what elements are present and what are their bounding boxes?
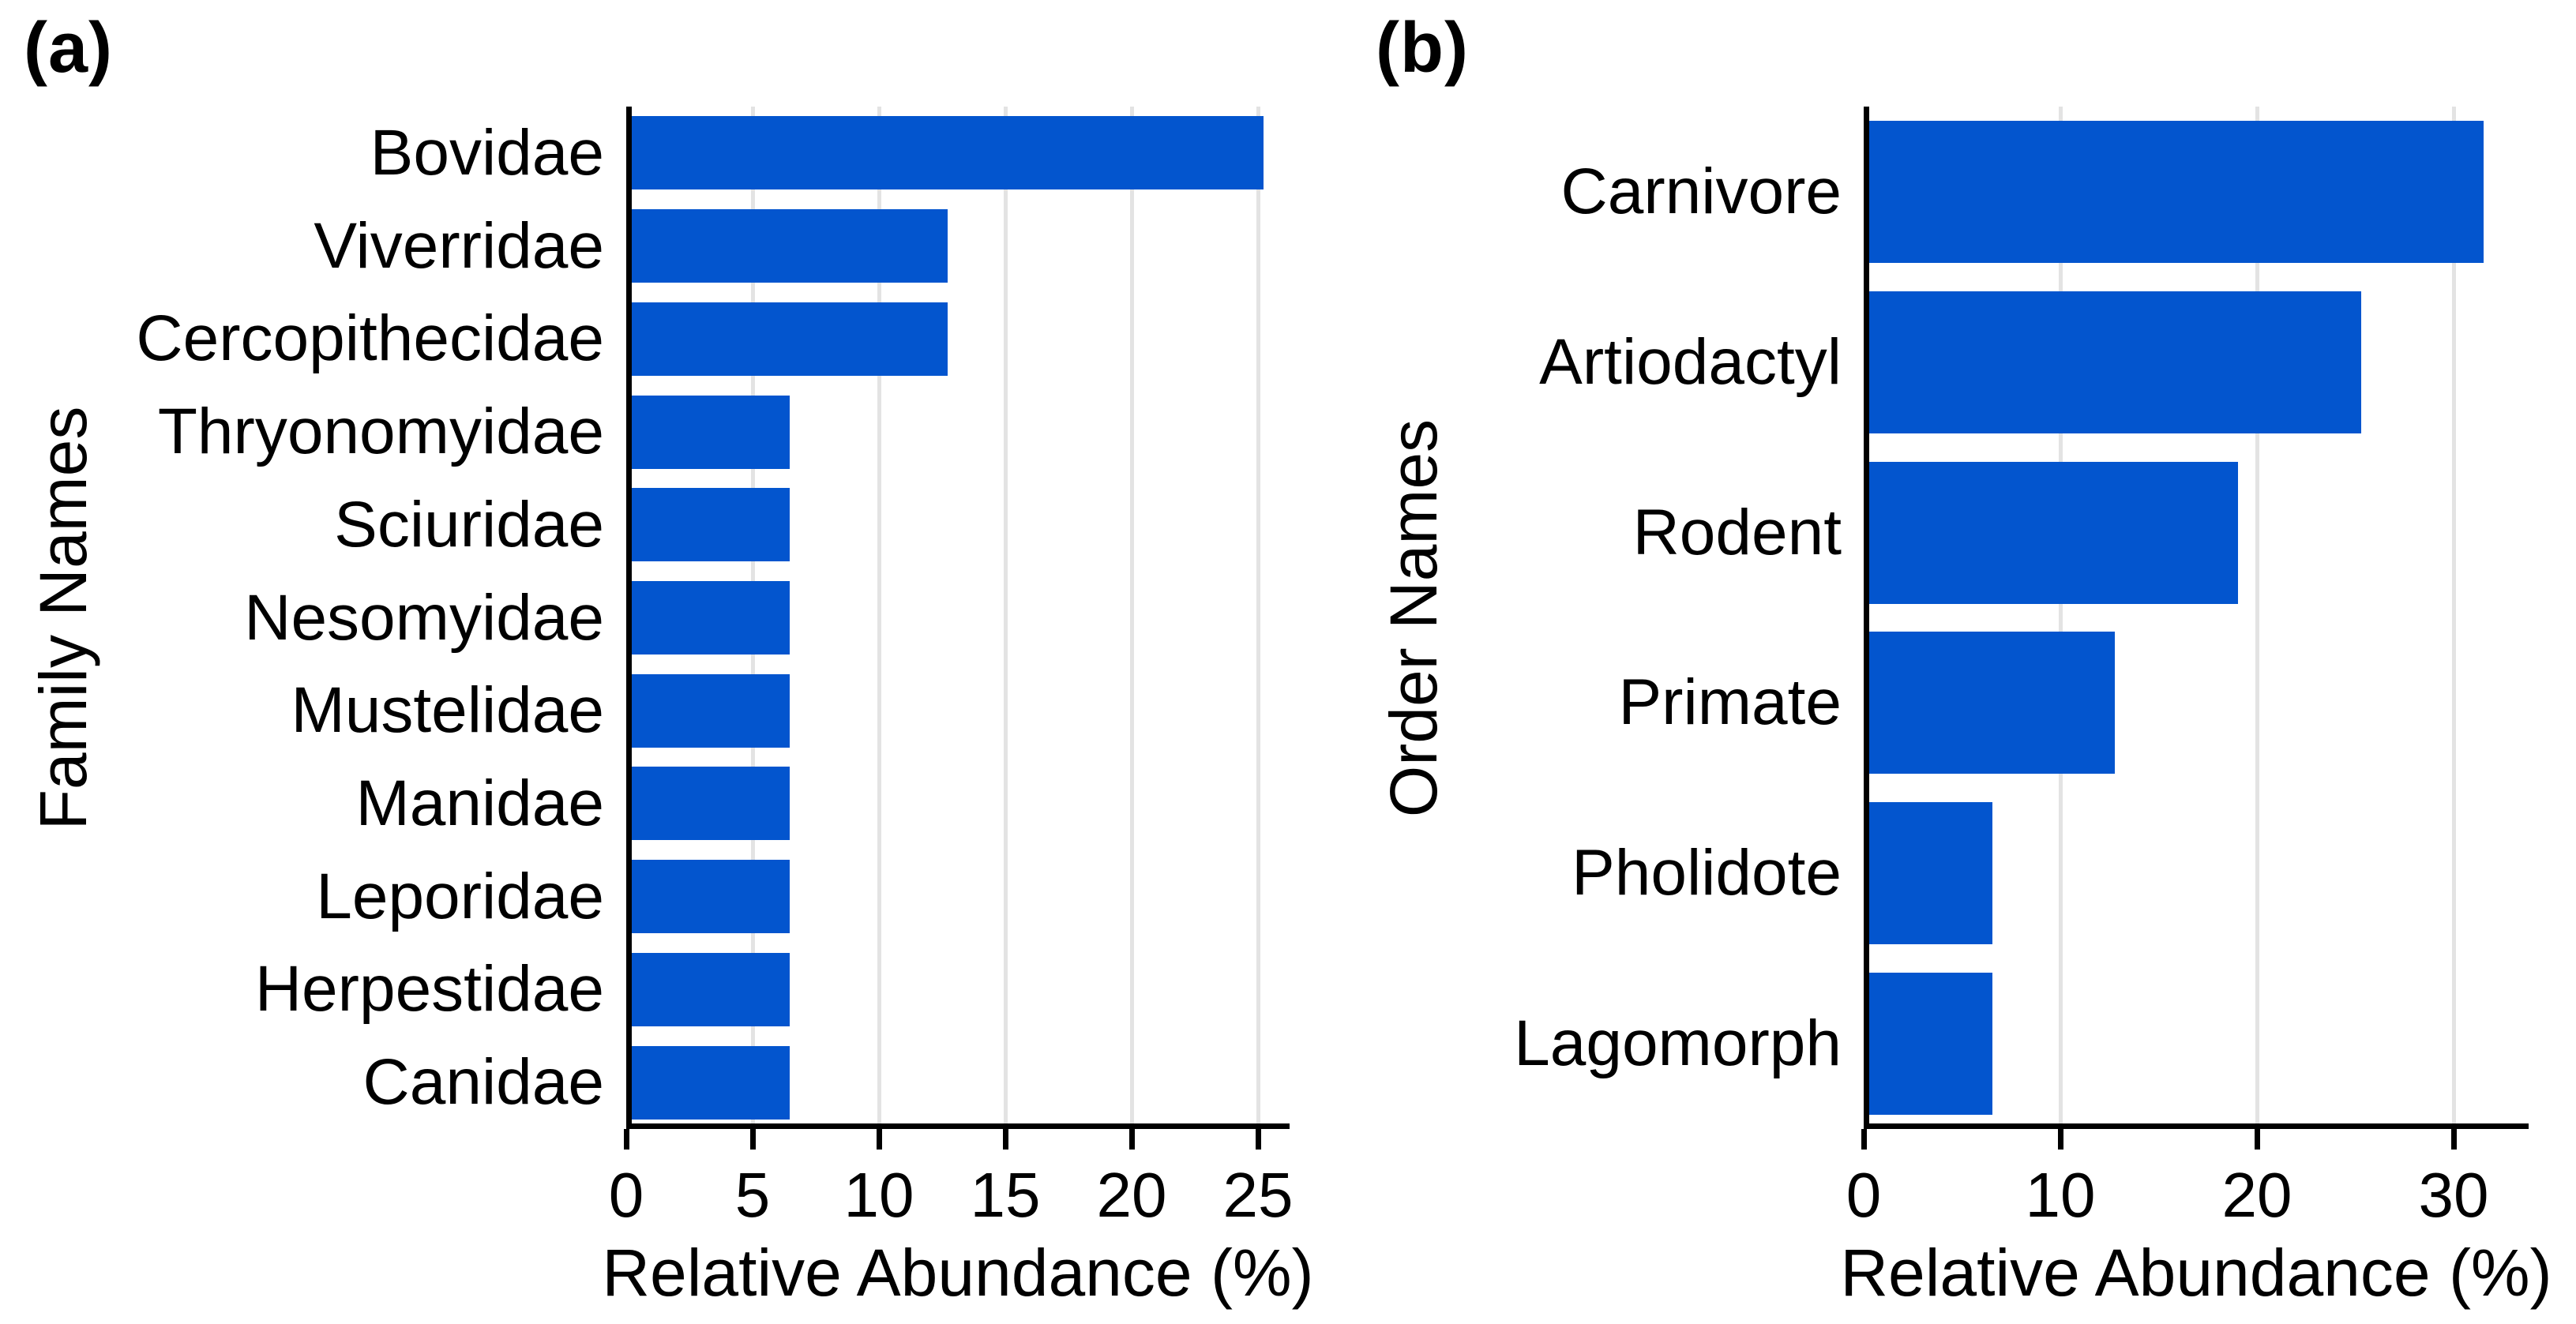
panel-a-plot-area <box>626 107 1290 1129</box>
x-tick-label-20: 20 <box>2221 1160 2292 1230</box>
category-label-bovidae: Bovidae <box>370 117 604 189</box>
panel-b-x-axis-title: Relative Abundance (%) <box>1840 1236 2552 1310</box>
bar-rodent <box>1869 462 2238 604</box>
bar-artiodactyl <box>1869 291 2361 433</box>
gridline-x-20 <box>1130 107 1134 1123</box>
x-tick-10 <box>2058 1129 2063 1150</box>
x-tick-30 <box>2451 1129 2457 1150</box>
gridline-x-20 <box>2255 107 2259 1123</box>
category-label-artiodactyl: Artiodactyl <box>1539 326 1842 398</box>
panel-b-label: (b) <box>1376 9 1469 88</box>
x-tick-20 <box>1129 1129 1135 1150</box>
category-label-cercopithecidae: Cercopithecidae <box>136 302 604 374</box>
panel-b-y-axis-title: Order Names <box>1376 418 1451 818</box>
bar-carnivore <box>1869 121 2484 263</box>
category-label-leporidae: Leporidae <box>316 861 604 932</box>
category-label-primate: Primate <box>1618 666 1842 738</box>
x-tick-label-10: 10 <box>843 1160 914 1230</box>
category-label-herpestidae: Herpestidae <box>254 953 604 1025</box>
x-tick-label-0: 0 <box>608 1160 644 1230</box>
category-label-pholidote: Pholidote <box>1572 837 1842 909</box>
x-tick-label-25: 25 <box>1222 1160 1294 1230</box>
x-tick-25 <box>1256 1129 1261 1150</box>
x-tick-label-20: 20 <box>1096 1160 1167 1230</box>
category-label-canidae: Canidae <box>362 1046 604 1118</box>
bar-lagomorph <box>1869 973 1992 1115</box>
category-label-nesomyidae: Nesomyidae <box>244 582 604 654</box>
gridline-x-30 <box>2452 107 2456 1123</box>
bar-herpestidae <box>632 953 790 1026</box>
x-tick-20 <box>2255 1129 2260 1150</box>
gridline-x-25 <box>1256 107 1260 1123</box>
bar-leporidae <box>632 860 790 933</box>
panel-a-x-axis-title: Relative Abundance (%) <box>602 1236 1314 1310</box>
bar-cercopithecidae <box>632 302 948 376</box>
bar-pholidote <box>1869 802 1992 944</box>
bar-mustelidae <box>632 674 790 748</box>
category-label-manidae: Manidae <box>355 767 604 839</box>
category-label-carnivore: Carnivore <box>1560 156 1842 227</box>
x-tick-label-30: 30 <box>2418 1160 2489 1230</box>
category-label-viverridae: Viverridae <box>314 210 604 282</box>
gridline-x-10 <box>2059 107 2063 1123</box>
bar-viverridae <box>632 209 948 283</box>
category-label-lagomorph: Lagomorph <box>1514 1007 1842 1079</box>
bar-nesomyidae <box>632 581 790 654</box>
panel-b-plot-area <box>1864 107 2529 1129</box>
x-tick-label-5: 5 <box>734 1160 771 1230</box>
gridline-x-15 <box>1004 107 1008 1123</box>
x-tick-15 <box>1003 1129 1008 1150</box>
bar-canidae <box>632 1046 790 1120</box>
gridline-x-10 <box>877 107 881 1123</box>
bar-bovidae <box>632 116 1264 189</box>
x-tick-label-15: 15 <box>970 1160 1041 1230</box>
bar-sciuridae <box>632 488 790 561</box>
category-label-rodent: Rodent <box>1632 497 1842 568</box>
x-tick-label-10: 10 <box>2025 1160 2096 1230</box>
bar-primate <box>1869 632 2115 774</box>
x-tick-0 <box>1861 1129 1867 1150</box>
x-tick-0 <box>624 1129 629 1150</box>
x-tick-label-0: 0 <box>1846 1160 1882 1230</box>
panel-a-label: (a) <box>24 9 113 88</box>
bar-thryonomyidae <box>632 396 790 469</box>
x-tick-10 <box>877 1129 882 1150</box>
x-tick-5 <box>750 1129 756 1150</box>
category-label-sciuridae: Sciuridae <box>334 489 604 561</box>
bar-manidae <box>632 767 790 840</box>
category-label-thryonomyidae: Thryonomyidae <box>157 396 604 467</box>
category-label-mustelidae: Mustelidae <box>291 674 604 746</box>
